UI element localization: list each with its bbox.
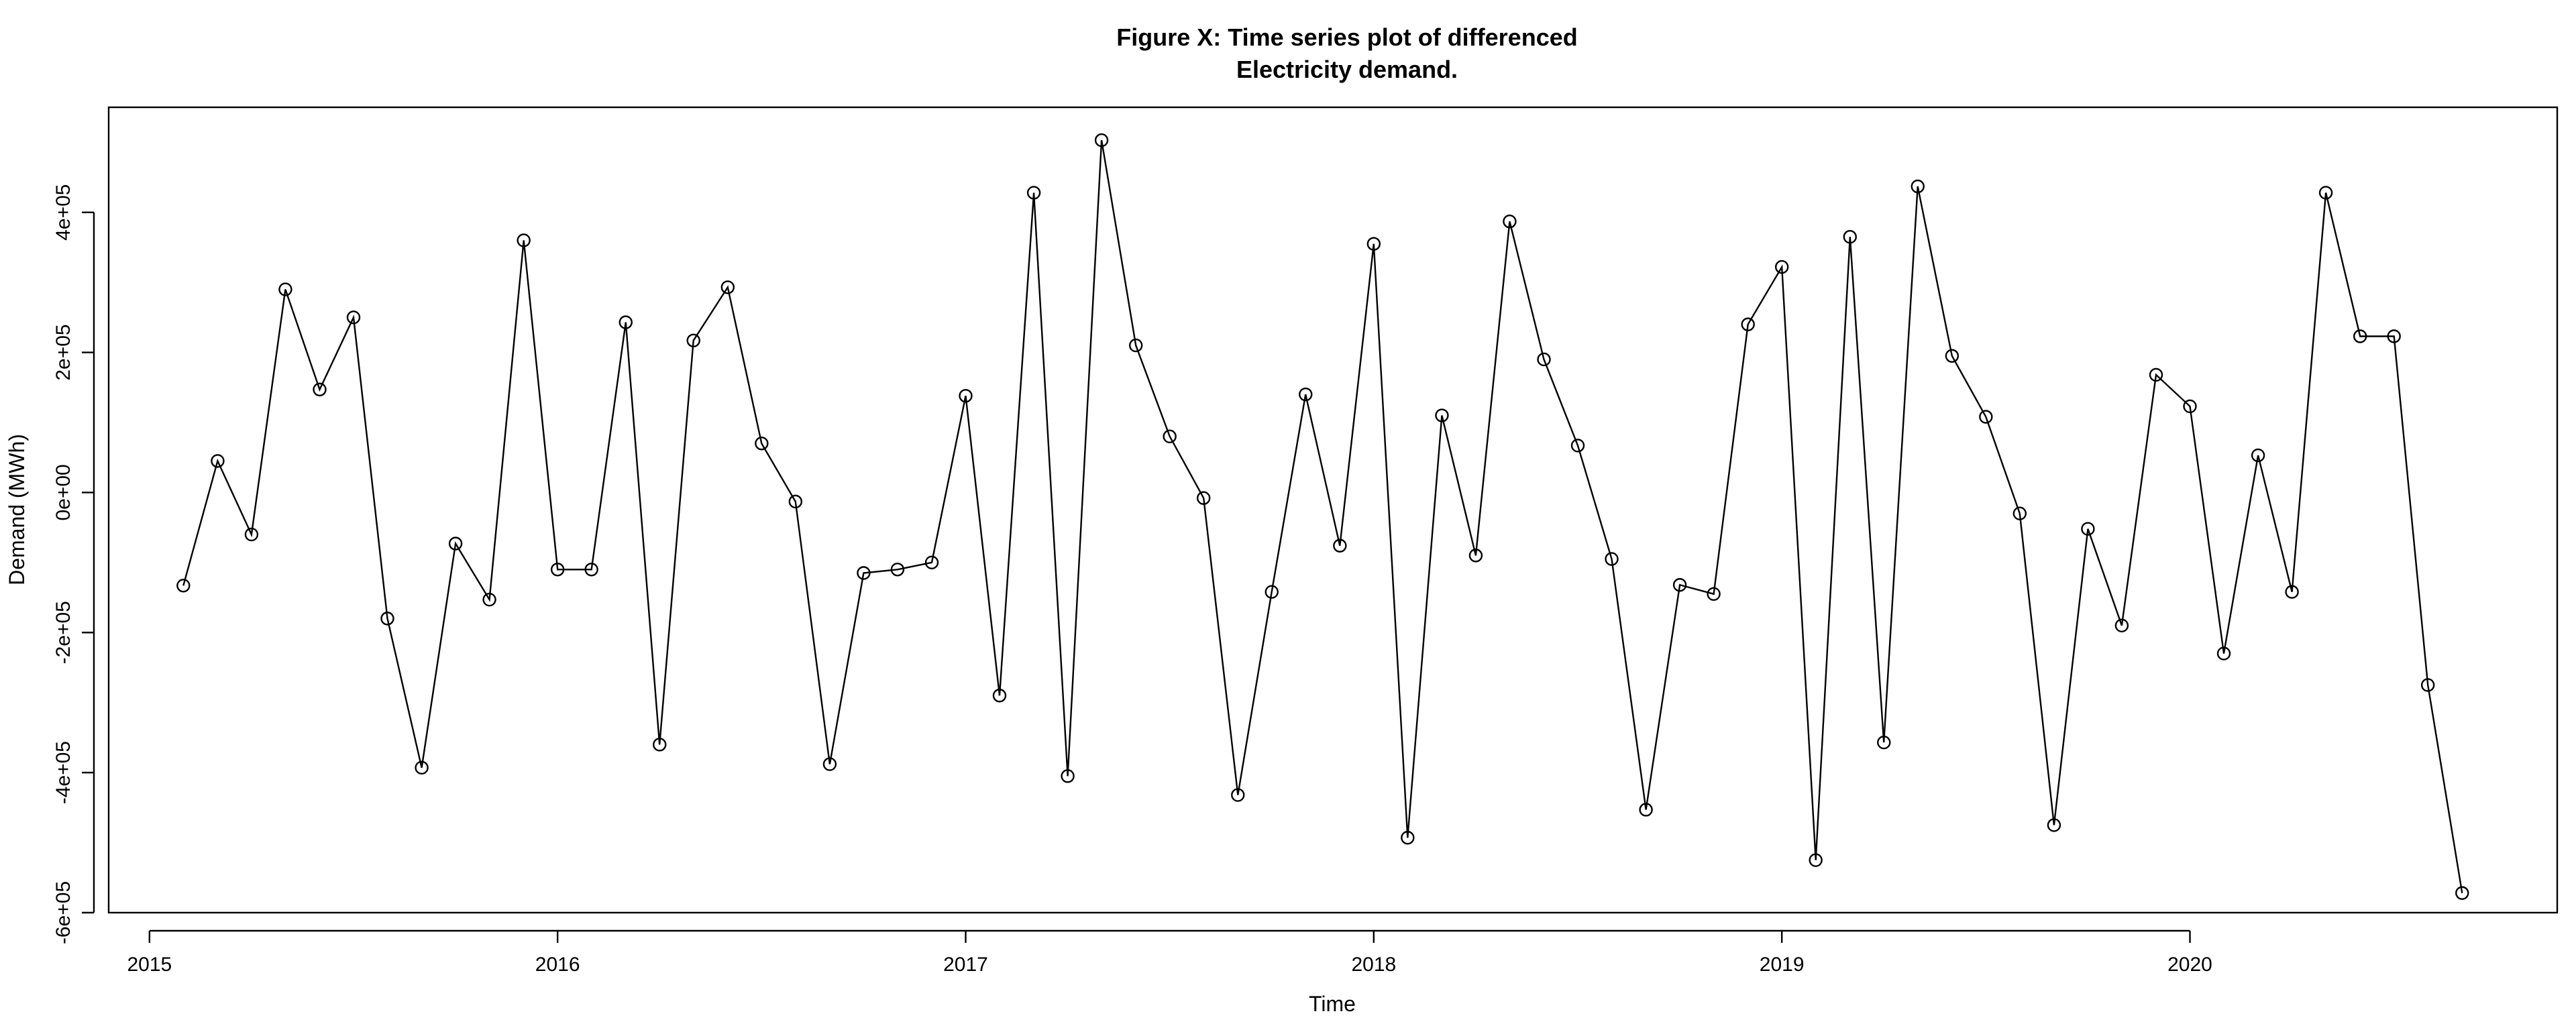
data-point xyxy=(380,612,394,626)
data-point xyxy=(2216,646,2231,661)
data-point xyxy=(415,760,429,775)
y-tick-label: 4e+05 xyxy=(52,184,74,241)
data-point xyxy=(1468,549,1483,563)
data-point xyxy=(2251,448,2265,463)
data-point xyxy=(619,315,633,329)
data-point xyxy=(2183,399,2197,414)
data-point xyxy=(482,592,496,607)
data-point xyxy=(1672,578,1687,592)
x-tick-label: 2020 xyxy=(2167,954,2212,976)
data-point xyxy=(313,382,327,397)
chart-title-line-1: Figure X: Time series plot of difference… xyxy=(1116,23,1577,51)
data-point xyxy=(1299,387,1313,402)
data-point xyxy=(2455,886,2469,900)
y-tick-label: 0e+00 xyxy=(52,464,74,520)
data-point xyxy=(653,738,667,752)
data-point xyxy=(1401,831,1415,845)
x-tick-label: 2016 xyxy=(535,954,580,976)
data-point xyxy=(448,536,463,551)
x-axis: 2015 2016 2017 2018 2019 2020 xyxy=(127,929,2212,976)
data-point xyxy=(550,563,565,577)
data-point xyxy=(2420,678,2435,692)
data-point xyxy=(1231,788,1245,802)
data-point xyxy=(890,563,905,577)
data-point xyxy=(1265,585,1279,599)
data-point xyxy=(244,527,259,542)
data-point xyxy=(755,437,769,451)
data-point xyxy=(1196,491,1211,505)
data-point xyxy=(2285,585,2299,599)
data-point xyxy=(924,555,939,570)
y-tick-label: 2e+05 xyxy=(52,324,74,380)
data-point xyxy=(857,566,871,580)
data-point xyxy=(959,389,973,403)
data-point xyxy=(1163,429,1177,444)
data-point xyxy=(2081,522,2095,536)
data-point xyxy=(1741,317,1755,331)
data-point xyxy=(2114,618,2129,633)
data-point xyxy=(278,282,292,296)
data-point xyxy=(1877,736,1891,750)
y-tick-label: -4e+05 xyxy=(52,741,74,804)
x-tick-label: 2019 xyxy=(1760,954,1805,976)
data-point xyxy=(788,494,803,509)
data-point xyxy=(1774,260,1789,274)
data-point xyxy=(176,579,191,593)
data-point xyxy=(2318,186,2333,200)
y-axis: -6e+05 -4e+05 -2e+05 0e+00 2e+05 4e+05 xyxy=(52,184,95,944)
data-point xyxy=(1537,352,1551,367)
data-point xyxy=(1570,439,1585,453)
x-tick-label: 2017 xyxy=(943,954,988,976)
data-point xyxy=(1843,230,1857,244)
chart-title-line-2: Electricity demand. xyxy=(1236,56,1458,83)
data-point xyxy=(822,757,837,771)
x-tick-label: 2015 xyxy=(127,954,172,976)
data-point xyxy=(1061,769,1075,783)
data-point xyxy=(1911,179,1925,194)
data-point xyxy=(1979,410,1993,424)
data-point xyxy=(1605,552,1619,566)
data-point xyxy=(1639,803,1653,817)
data-point xyxy=(1128,338,1143,353)
data-point xyxy=(1094,133,1109,148)
data-point xyxy=(584,563,598,577)
data-point xyxy=(211,454,225,468)
y-tick-label: -2e+05 xyxy=(52,601,74,664)
series-line xyxy=(182,139,2463,893)
data-point xyxy=(720,280,735,294)
y-tick-label: -6e+05 xyxy=(52,881,74,944)
data-point xyxy=(686,333,700,347)
data-point xyxy=(1026,186,1041,200)
data-point xyxy=(2387,329,2401,343)
plot-frame xyxy=(107,106,2559,914)
y-axis-label: Demand (MWh) xyxy=(5,434,29,585)
data-point xyxy=(1435,408,1449,422)
data-series xyxy=(176,133,2469,900)
x-tick-label: 2018 xyxy=(1351,954,1396,976)
data-point xyxy=(1503,215,1517,229)
data-point xyxy=(1707,587,1721,602)
data-point xyxy=(2047,818,2061,832)
data-point xyxy=(1945,349,1960,363)
data-point xyxy=(2353,329,2367,343)
data-point xyxy=(2012,506,2027,520)
data-point xyxy=(1333,538,1347,553)
data-point xyxy=(992,689,1007,703)
data-point xyxy=(346,310,361,325)
data-point xyxy=(2149,367,2163,382)
data-point xyxy=(1809,853,1823,867)
x-axis-label: Time xyxy=(1309,992,1356,1016)
data-point xyxy=(1366,237,1381,251)
data-point xyxy=(517,233,531,247)
